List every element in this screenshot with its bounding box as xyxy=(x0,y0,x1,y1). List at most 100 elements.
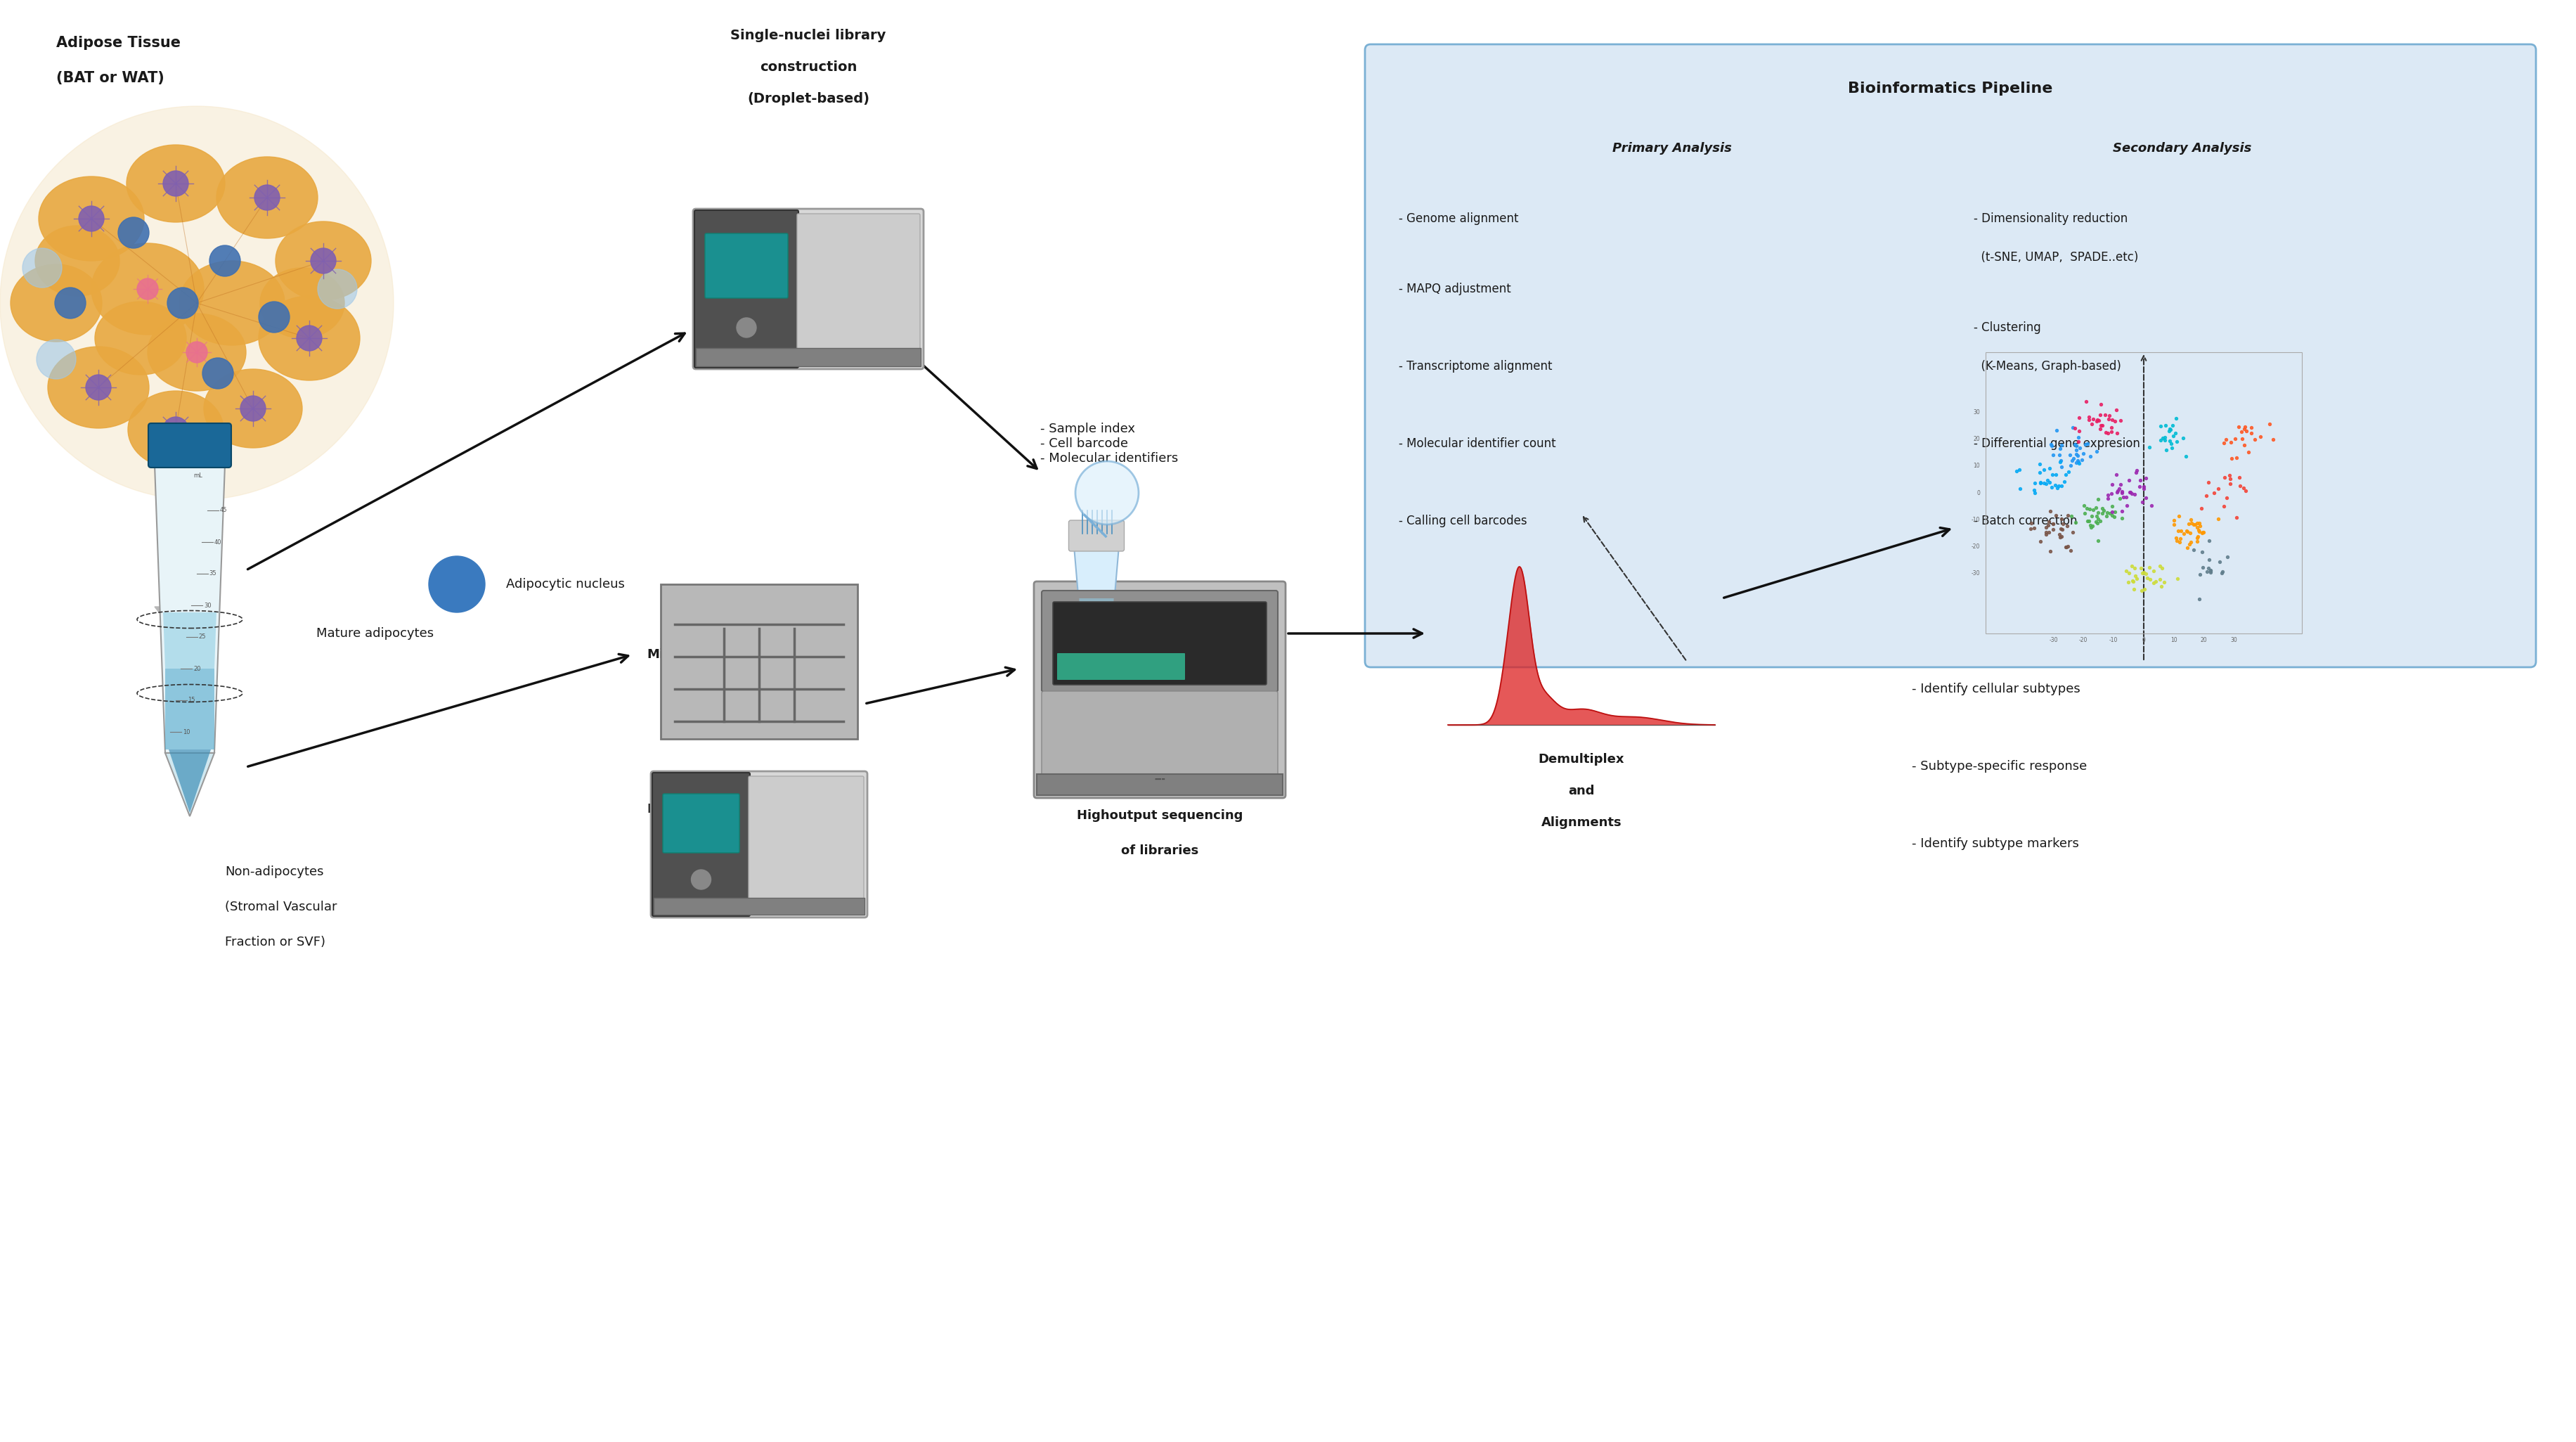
Point xyxy=(2071,412,2112,435)
Point xyxy=(2123,474,2164,497)
Point xyxy=(2136,570,2177,593)
FancyBboxPatch shape xyxy=(1069,521,1123,551)
Circle shape xyxy=(737,317,757,337)
Bar xyxy=(696,348,920,366)
Circle shape xyxy=(296,326,322,350)
Text: - Subtype-specific response: - Subtype-specific response xyxy=(1911,760,2087,773)
Ellipse shape xyxy=(204,369,301,448)
Text: and: and xyxy=(1569,784,1595,797)
Point xyxy=(2249,412,2290,435)
Point xyxy=(2251,428,2293,451)
Ellipse shape xyxy=(216,157,317,238)
Point xyxy=(2128,557,2169,580)
Point xyxy=(2084,404,2125,427)
Point xyxy=(2058,425,2099,448)
Point xyxy=(2120,557,2161,580)
Point xyxy=(2099,487,2141,510)
Point xyxy=(2079,414,2120,437)
Point xyxy=(2128,435,2169,459)
Point xyxy=(2123,490,2164,513)
Point xyxy=(2112,557,2154,580)
Point xyxy=(2045,535,2087,558)
Circle shape xyxy=(690,870,711,890)
Point xyxy=(2058,451,2099,474)
Point xyxy=(2223,415,2264,438)
Circle shape xyxy=(23,248,62,287)
Ellipse shape xyxy=(260,268,345,339)
Ellipse shape xyxy=(39,176,144,261)
Point xyxy=(2110,554,2151,577)
Point xyxy=(2092,408,2133,431)
Text: Adipocytic nucleus: Adipocytic nucleus xyxy=(505,578,623,591)
Point xyxy=(2125,486,2166,509)
Ellipse shape xyxy=(129,391,224,469)
Point xyxy=(2053,433,2094,456)
Text: Microfluidics-based: Microfluidics-based xyxy=(647,649,786,660)
Point xyxy=(2166,536,2208,559)
Point xyxy=(2210,473,2251,496)
Point xyxy=(2035,505,2076,528)
Ellipse shape xyxy=(49,346,149,428)
Polygon shape xyxy=(162,613,216,669)
Text: - Dimensionality reduction: - Dimensionality reduction xyxy=(1973,212,2128,225)
Text: (t-SNE, UMAP,  SPADE..etc): (t-SNE, UMAP, SPADE..etc) xyxy=(1973,251,2138,264)
Polygon shape xyxy=(167,750,211,813)
Point xyxy=(2058,430,2099,453)
Point xyxy=(2102,480,2143,503)
Circle shape xyxy=(167,287,198,319)
Point xyxy=(2169,531,2210,554)
Point xyxy=(2084,421,2125,444)
Point xyxy=(2133,571,2174,594)
Point xyxy=(2020,472,2061,495)
Circle shape xyxy=(209,245,240,277)
Point xyxy=(2066,509,2107,532)
Point xyxy=(2151,414,2192,437)
Point xyxy=(2053,417,2094,440)
Point xyxy=(2079,408,2120,431)
Text: 45: 45 xyxy=(219,508,227,513)
Point xyxy=(2022,472,2063,495)
Point xyxy=(2159,531,2200,554)
Point xyxy=(2156,567,2197,590)
Point xyxy=(2076,440,2117,463)
Point xyxy=(2166,521,2208,544)
Point xyxy=(2208,545,2249,568)
Text: construction: construction xyxy=(760,61,858,74)
Point xyxy=(2148,418,2190,441)
Point xyxy=(2035,463,2076,486)
Point xyxy=(2092,417,2133,440)
Point xyxy=(2102,499,2143,522)
Point xyxy=(2081,414,2123,437)
Polygon shape xyxy=(165,669,214,750)
Point xyxy=(1996,460,2038,483)
Point xyxy=(2148,430,2190,453)
Point xyxy=(2210,431,2251,454)
Ellipse shape xyxy=(90,244,204,335)
Point xyxy=(2050,539,2092,562)
Point xyxy=(2032,473,2074,496)
Point xyxy=(2123,578,2164,601)
Point xyxy=(2020,529,2061,552)
Point xyxy=(2112,577,2154,600)
Point xyxy=(2076,529,2117,552)
Point xyxy=(2063,433,2105,456)
Point xyxy=(2094,500,2136,523)
Point xyxy=(2066,431,2107,454)
Point xyxy=(2074,510,2115,534)
Point xyxy=(2040,508,2081,531)
Point xyxy=(2148,418,2190,441)
Point xyxy=(2174,513,2215,536)
Point xyxy=(2133,559,2174,583)
Ellipse shape xyxy=(276,222,371,300)
Point xyxy=(2030,476,2071,499)
FancyArrow shape xyxy=(155,457,196,633)
Point xyxy=(2190,559,2231,583)
Point xyxy=(2038,522,2079,545)
FancyBboxPatch shape xyxy=(1041,691,1278,790)
Point xyxy=(2056,444,2097,467)
Text: (BAT or WAT): (BAT or WAT) xyxy=(57,71,165,85)
Point xyxy=(2076,508,2117,531)
Point xyxy=(2110,482,2151,505)
Point xyxy=(2115,461,2156,485)
Circle shape xyxy=(1074,461,1139,525)
